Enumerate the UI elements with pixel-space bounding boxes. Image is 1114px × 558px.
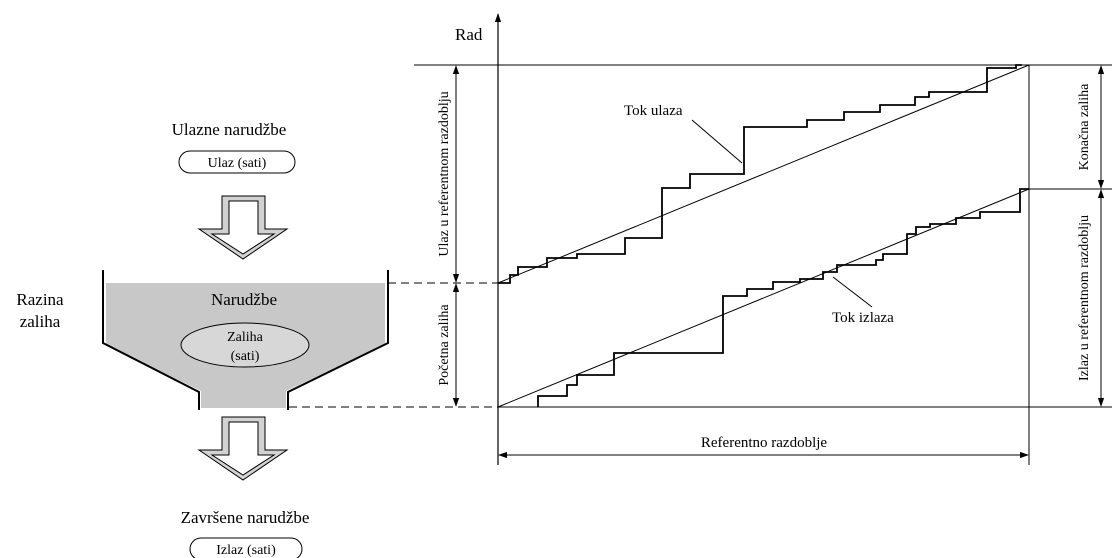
- input-badge: Ulaz (sati): [178, 150, 296, 174]
- stock-level-label-line1: Razina: [16, 290, 64, 309]
- stock-badge-line1: Zaliha: [227, 330, 264, 345]
- final-stock-label: Konačna zaliha: [1077, 83, 1092, 170]
- y-axis-label: Rad: [455, 25, 483, 44]
- input-flow-staircase: [498, 64, 1022, 284]
- output-badge: Izlaz (sati): [189, 537, 303, 558]
- output-flow-leader: [832, 276, 873, 308]
- tank-orders-label: Narudžbe: [211, 290, 277, 309]
- input-in-period-label: Ulaz u referentnom razdoblju: [437, 91, 452, 256]
- reference-period-label: Referentno razdoblje: [701, 435, 828, 451]
- input-badge-label: Ulaz (sati): [208, 156, 267, 171]
- output-flow-staircase: [537, 188, 1029, 407]
- output-in-period-label: Izlaz u referentnom razdoblju: [1077, 215, 1092, 381]
- output-badge-label: Izlaz (sati): [216, 543, 276, 558]
- input-trend-line: [497, 64, 1030, 284]
- output-trend-line: [497, 188, 1030, 408]
- funnel-model: Ulazne narudžbe Ulaz (sati) Razina zalih…: [16, 120, 389, 558]
- stock-badge: Zaliha (sati): [180, 322, 310, 368]
- stock-badge-line2: (sati): [231, 349, 260, 364]
- completed-orders-title: Završene narudžbe: [181, 508, 310, 527]
- output-flow-label: Tok izlaza: [832, 310, 894, 326]
- stock-level-label-line2: zaliha: [20, 312, 61, 331]
- initial-stock-label: Početna zaliha: [437, 304, 452, 386]
- throughput-chart: Rad Tok ulaza Tok izlaza Referentno razd…: [414, 13, 1112, 465]
- input-flow-leader: [691, 119, 743, 164]
- input-flow-label: Tok ulaza: [624, 103, 683, 119]
- incoming-orders-title: Ulazne narudžbe: [172, 120, 287, 139]
